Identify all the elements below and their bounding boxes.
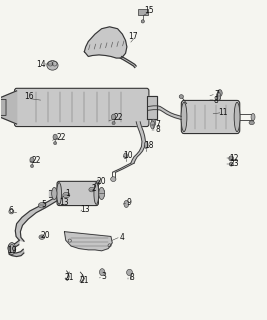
Text: 5: 5 (41, 200, 46, 209)
Text: 1: 1 (65, 189, 70, 198)
Ellipse shape (144, 141, 148, 148)
Text: 22: 22 (31, 156, 41, 165)
Ellipse shape (181, 102, 187, 132)
Ellipse shape (179, 95, 183, 99)
Text: 20: 20 (41, 231, 50, 240)
Ellipse shape (124, 153, 127, 159)
Polygon shape (8, 240, 24, 257)
Ellipse shape (97, 180, 100, 185)
Polygon shape (148, 106, 181, 120)
Text: 19: 19 (7, 246, 17, 255)
Text: 14: 14 (36, 60, 46, 69)
Text: 6: 6 (8, 206, 13, 215)
Ellipse shape (229, 156, 234, 161)
Text: 8: 8 (214, 96, 219, 105)
Ellipse shape (251, 114, 255, 121)
Text: 12: 12 (229, 154, 239, 163)
Ellipse shape (151, 121, 155, 129)
Ellipse shape (94, 183, 99, 204)
Ellipse shape (8, 243, 15, 255)
FancyBboxPatch shape (57, 181, 99, 205)
Ellipse shape (151, 119, 156, 126)
Bar (138, 9, 148, 15)
Ellipse shape (47, 60, 58, 70)
Text: 22: 22 (113, 113, 123, 122)
Ellipse shape (39, 235, 45, 239)
Ellipse shape (100, 269, 105, 276)
Text: 8: 8 (156, 125, 160, 134)
Ellipse shape (53, 134, 57, 140)
Ellipse shape (54, 141, 57, 145)
Ellipse shape (112, 122, 115, 124)
Text: 18: 18 (144, 140, 154, 149)
FancyBboxPatch shape (181, 100, 240, 133)
Text: 22: 22 (57, 132, 66, 141)
Ellipse shape (52, 188, 57, 199)
Polygon shape (131, 122, 146, 163)
Ellipse shape (249, 121, 254, 124)
Ellipse shape (89, 188, 95, 192)
Text: 23: 23 (229, 159, 239, 168)
Text: 8: 8 (129, 273, 134, 282)
Polygon shape (120, 56, 136, 68)
Text: 3: 3 (101, 272, 106, 281)
Polygon shape (0, 91, 17, 124)
Text: 10: 10 (123, 151, 133, 160)
Text: 7: 7 (214, 90, 219, 99)
Ellipse shape (229, 162, 233, 166)
Polygon shape (96, 190, 104, 197)
Text: 13: 13 (80, 205, 90, 214)
Text: 15: 15 (144, 6, 154, 15)
Polygon shape (49, 190, 59, 197)
Ellipse shape (234, 102, 240, 132)
FancyBboxPatch shape (14, 88, 149, 126)
Ellipse shape (141, 20, 144, 23)
Ellipse shape (38, 203, 45, 208)
Ellipse shape (111, 177, 116, 181)
Text: 11: 11 (218, 108, 228, 117)
Ellipse shape (57, 183, 61, 204)
Text: 7: 7 (155, 120, 160, 129)
Ellipse shape (30, 157, 34, 163)
Text: 21: 21 (64, 273, 74, 282)
Text: 2: 2 (92, 184, 97, 193)
Ellipse shape (217, 90, 222, 97)
Text: 21: 21 (79, 276, 89, 285)
Ellipse shape (216, 92, 221, 100)
Text: 9: 9 (126, 198, 131, 207)
Text: 16: 16 (25, 92, 34, 101)
Polygon shape (84, 27, 127, 58)
Polygon shape (113, 163, 134, 172)
Polygon shape (64, 232, 112, 251)
Ellipse shape (30, 164, 34, 168)
Ellipse shape (127, 269, 132, 276)
Ellipse shape (111, 114, 116, 120)
Ellipse shape (124, 200, 129, 207)
Polygon shape (147, 96, 158, 119)
Polygon shape (15, 195, 64, 241)
Ellipse shape (63, 192, 70, 198)
Text: 13: 13 (59, 198, 69, 207)
Text: 4: 4 (120, 233, 125, 242)
Ellipse shape (99, 188, 105, 199)
Text: 20: 20 (96, 177, 106, 186)
Text: 17: 17 (129, 32, 138, 41)
Polygon shape (0, 100, 6, 116)
